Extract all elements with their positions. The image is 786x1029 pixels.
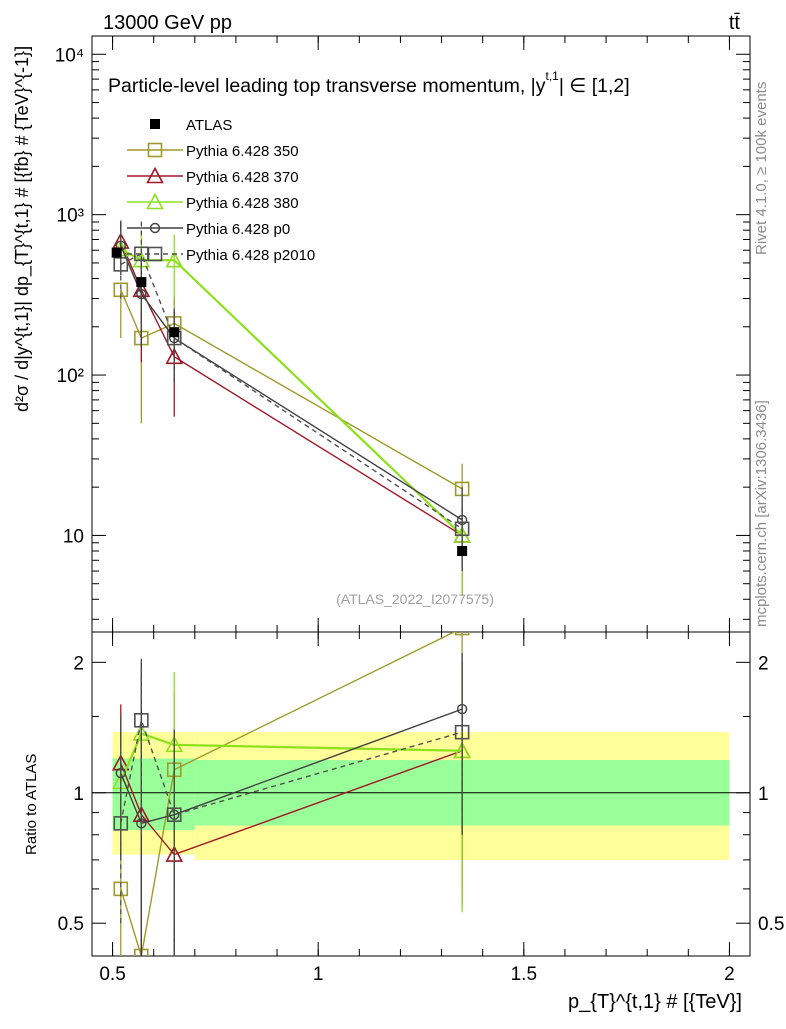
legend-marker	[146, 192, 164, 210]
series-3-ratio-point	[136, 818, 147, 829]
legend-marker	[147, 142, 163, 158]
source-label: mcplots.cern.ch [arXiv:1306.3436]	[753, 400, 770, 627]
series-1-line	[120, 241, 463, 537]
series-4-point	[454, 521, 470, 537]
series-2-ratio-line	[119, 732, 463, 783]
legend-marker	[147, 246, 163, 262]
ratio-plot-frame	[91, 631, 751, 957]
series-4-ratio-point	[454, 724, 470, 740]
atlas-data-point	[111, 247, 122, 258]
ratio-y-tick-label: 2	[73, 653, 84, 674]
y-tick-label: 10²	[57, 366, 84, 387]
series-0-ratio-point	[454, 632, 470, 636]
y-tick-label: 10⁴	[55, 45, 84, 66]
series-3-ratio-line	[120, 708, 463, 825]
atlas-data-point	[136, 277, 147, 288]
legend-label: Pythia 6.428 p2010	[186, 247, 315, 264]
x-axis-title: p_{T}^{t,1} # [{TeV}]	[568, 991, 742, 1013]
x-tick-label: 1.5	[511, 964, 537, 985]
energy-label: 13000 GeV pp	[103, 12, 232, 34]
legend-label: Pythia 6.428 370	[186, 169, 299, 186]
series-2-point	[165, 251, 184, 268]
analysis-id: (ATLAS_2022_I2077575)	[336, 591, 494, 607]
process-label: tt̄	[729, 12, 741, 34]
y-axis-title-main: d²σ / d|y^{t,1}| dp_{T}^{t,1} # [{fb} # …	[12, 46, 33, 412]
legend-marker	[146, 166, 164, 184]
ratio-uncertainty-bands	[112, 732, 730, 860]
series-4-ratio-point	[113, 816, 129, 831]
series-4-point	[113, 257, 129, 272]
ratio-y-tick-label-right: 1	[758, 784, 769, 805]
legend-marker	[149, 222, 161, 234]
series-3-line	[120, 245, 463, 521]
y-tick-label: 10	[63, 526, 84, 547]
y-tick-label: 10³	[57, 206, 84, 227]
legend-atlas-marker	[150, 119, 160, 129]
legend-label: Pythia 6.428 p0	[186, 221, 290, 238]
ratio-y-tick-label: 0.5	[58, 914, 84, 935]
plot-title: Particle-level leading top transverse mo…	[108, 69, 630, 97]
legend-atlas-label: ATLAS	[186, 117, 232, 134]
x-tick-label: 1	[313, 964, 324, 985]
series-1-ratio-line	[120, 750, 463, 856]
series-4-ratio-line	[120, 717, 463, 824]
legend-label: Pythia 6.428 380	[186, 195, 299, 212]
series-4-ratio-point	[166, 807, 182, 822]
series-4-ratio-point	[134, 712, 149, 728]
ratio-y-tick-label: 1	[73, 784, 84, 805]
x-tick-label: 0.5	[99, 964, 125, 985]
series-4-line	[120, 252, 463, 530]
series-0-line	[120, 289, 463, 490]
legend-label: Pythia 6.428 350	[186, 143, 299, 160]
series-3-point	[136, 288, 147, 300]
rivet-label: Rivet 4.1.0, ≥ 100k events	[753, 82, 770, 255]
main-series-layer	[111, 218, 471, 596]
y-axis-title-ratio: Ratio to ATLAS	[23, 754, 40, 855]
x-tick-label: 2	[724, 964, 735, 985]
ratio-y-tick-label-right: 0.5	[758, 914, 784, 935]
atlas-data-point	[169, 327, 180, 338]
axes-ticks: 0.5 1 1.5 2 10 10² 10³ 10⁴ 0.5 0.5 1 1 2 2	[55, 36, 784, 985]
series-0-ratio-line	[120, 632, 456, 956]
atlas-data-point	[457, 545, 468, 556]
legend: ATLAS Pythia 6.428 350 Pythia 6.428 370 Pyt…	[127, 117, 315, 264]
ratio-y-tick-label-right: 2	[758, 653, 769, 674]
series-2-line	[120, 248, 463, 537]
ratio-series-layer	[111, 632, 471, 956]
